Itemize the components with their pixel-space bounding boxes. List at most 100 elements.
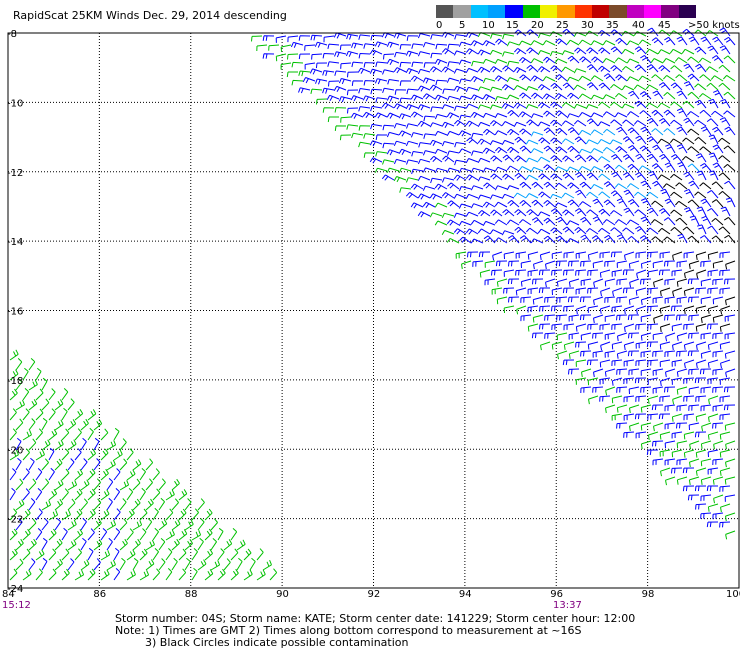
wind-barb <box>578 165 592 172</box>
wind-barb <box>197 537 204 551</box>
wind-barb <box>458 41 472 47</box>
wind-barb <box>100 428 109 441</box>
wind-barb <box>61 468 70 481</box>
wind-barb <box>197 498 205 511</box>
note-line: Note: 1) Times are GMT 2) Times along bo… <box>115 624 582 637</box>
wind-barb <box>370 123 383 130</box>
wind-barb <box>575 341 587 348</box>
wind-barb <box>635 225 647 235</box>
wind-barb <box>470 238 484 244</box>
wind-barb <box>518 111 532 118</box>
time-label-middle: 13:37 <box>553 600 582 611</box>
wind-barb <box>178 529 188 541</box>
wind-barb <box>369 49 383 56</box>
wind-barb <box>604 350 616 358</box>
wind-barb <box>544 296 556 303</box>
wind-barb <box>587 251 599 260</box>
wind-barb <box>67 439 77 451</box>
wind-barb <box>695 449 707 458</box>
axis-labels: 84 86 88 90 92 94 96 98 100 -8 -10 -12 -14 -16 -18 -20 -… <box>2 29 740 600</box>
wind-barb <box>338 78 352 85</box>
wind-barb <box>145 498 154 511</box>
wind-barb <box>707 341 719 350</box>
wind-barb <box>430 155 443 163</box>
legend-swatch <box>522 5 541 18</box>
wind-barb <box>100 550 111 561</box>
wind-barb <box>543 56 556 64</box>
wind-barb <box>453 193 467 199</box>
wind-barb <box>197 518 205 531</box>
wind-barb <box>658 413 671 420</box>
wind-barb <box>688 404 700 411</box>
wind-barb <box>35 549 45 561</box>
wind-barb <box>645 102 659 109</box>
wind-barb <box>664 440 676 449</box>
longitude-label: 92 <box>368 589 381 600</box>
wind-barb <box>399 61 412 68</box>
wind-barb <box>491 287 503 295</box>
wind-barb <box>346 124 359 130</box>
wind-barb <box>683 449 695 458</box>
wind-barb <box>430 34 443 40</box>
wind-barb <box>526 209 539 217</box>
wind-barb <box>647 207 659 217</box>
wind-barb <box>515 287 527 296</box>
wind-barb <box>334 125 347 131</box>
longitude-label: 88 <box>185 589 198 600</box>
wind-barb <box>724 314 736 322</box>
wind-barb <box>441 66 455 73</box>
wind-barb <box>74 428 82 441</box>
wind-barb <box>429 212 443 218</box>
wind-barb <box>93 458 101 471</box>
wind-barb <box>700 314 712 323</box>
wind-barb <box>580 216 592 226</box>
wind-barb <box>635 359 647 367</box>
wind-barb <box>635 323 647 330</box>
wind-barb <box>567 199 580 208</box>
wind-barb <box>87 468 96 481</box>
wind-barb <box>712 278 724 286</box>
wind-barb <box>417 193 431 200</box>
wind-barb <box>119 538 128 551</box>
wind-barb <box>538 173 551 181</box>
wind-barb <box>676 368 688 377</box>
wind-barb <box>604 332 616 340</box>
wind-barb <box>720 503 731 513</box>
longitude-label: 96 <box>550 589 563 600</box>
wind-barb <box>351 61 364 68</box>
wind-barb <box>417 51 431 57</box>
wind-barb <box>61 407 68 421</box>
wind-barb <box>652 440 664 447</box>
wind-barb <box>28 478 37 491</box>
wind-barb <box>119 498 127 511</box>
wind-barb <box>501 84 515 91</box>
wind-barb <box>152 548 160 561</box>
wind-barb <box>616 278 628 286</box>
wind-barb <box>506 165 520 172</box>
wind-barb <box>713 440 724 450</box>
wind-barb <box>67 519 77 531</box>
wind-barb <box>615 92 628 100</box>
wind-barb <box>61 568 70 581</box>
wind-barb <box>230 548 239 561</box>
wind-barb <box>567 182 580 190</box>
wind-barb <box>688 422 700 431</box>
plot-frame <box>7 32 740 589</box>
wind-barb <box>683 323 695 330</box>
wind-barb <box>597 156 611 163</box>
wind-barb <box>327 116 339 123</box>
wind-barb <box>566 113 580 119</box>
wind-barb <box>28 498 36 511</box>
wind-barb <box>358 125 371 131</box>
wind-barb <box>640 368 652 376</box>
wind-barb <box>204 508 213 521</box>
wind-barb <box>455 251 467 259</box>
wind-barb <box>610 119 623 127</box>
wind-barb <box>275 35 287 43</box>
wind-barb <box>593 368 604 378</box>
wind-barb <box>100 448 109 461</box>
wind-barb <box>695 63 707 73</box>
wind-barb <box>347 107 359 114</box>
wind-barb <box>417 211 431 218</box>
wind-barb <box>682 226 695 235</box>
